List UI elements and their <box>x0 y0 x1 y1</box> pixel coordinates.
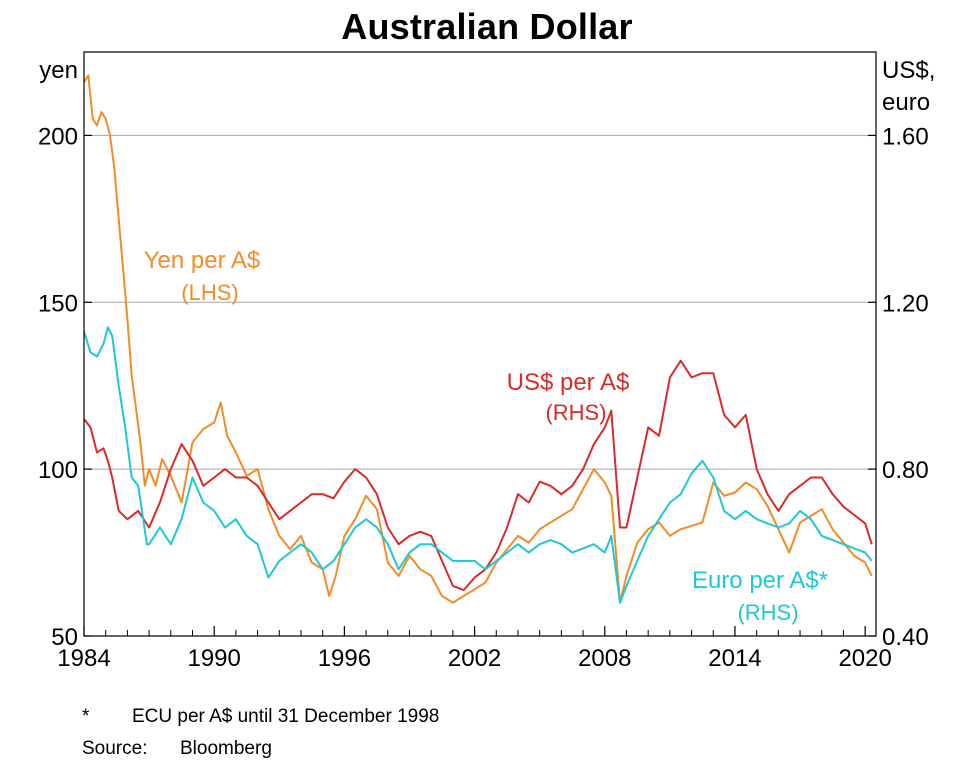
left-tick-label: 50 <box>51 624 78 651</box>
right-axis-label-line2: euro <box>882 89 930 116</box>
left-axis-label: yen <box>39 57 78 84</box>
footnote-mark: * <box>82 706 90 727</box>
series-line-1 <box>83 359 873 592</box>
series-label-1: US$ per A$ <box>507 369 630 396</box>
x-tick-label: 1984 <box>57 645 110 672</box>
x-tick-label: 1996 <box>318 645 371 672</box>
right-tick-label: 0.40 <box>882 624 929 651</box>
series-sublabel-0: (LHS) <box>181 280 238 305</box>
axis-ticks <box>83 134 876 637</box>
gridlines <box>84 134 876 470</box>
left-tick-label: 150 <box>38 290 78 317</box>
x-tick-label: 1990 <box>187 645 240 672</box>
x-tick-label: 2014 <box>708 645 761 672</box>
left-tick-label: 100 <box>38 457 78 484</box>
x-tick-label: 2002 <box>448 645 501 672</box>
right-tick-label: 1.20 <box>882 290 929 317</box>
footnote-text: ECU per A$ until 31 December 1998 <box>132 706 440 727</box>
series-line-2 <box>83 326 873 604</box>
right-tick-label: 0.80 <box>882 457 929 484</box>
series-line-0 <box>83 74 873 604</box>
x-tick-label: 2008 <box>578 645 631 672</box>
plot-area-frame <box>83 51 877 637</box>
series-label-0: Yen per A$ <box>144 247 261 274</box>
right-axis-label-line1: US$, <box>882 57 935 84</box>
left-tick-label: 200 <box>38 123 78 150</box>
source-label: Source: <box>82 738 148 759</box>
axis-labels: 1984 1990 1996 2002 2008 2014 2020 50 100 150 200 0… <box>38 57 935 672</box>
right-tick-label: 1.60 <box>882 123 929 150</box>
chart-title: Australian Dollar <box>341 6 633 47</box>
source-text: Bloomberg <box>180 738 272 759</box>
series-labels: Yen per A$ (LHS) US$ per A$ (RHS) Euro per A… <box>144 247 828 625</box>
series-sublabel-1: (RHS) <box>545 400 606 425</box>
series-sublabel-2: (RHS) <box>737 600 798 625</box>
x-tick-label: 2020 <box>838 645 891 672</box>
series-label-2: Euro per A$* <box>692 567 828 594</box>
series-lines <box>83 74 873 604</box>
